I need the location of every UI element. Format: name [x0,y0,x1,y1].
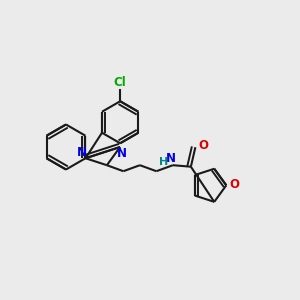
Text: N: N [166,152,176,165]
Text: N: N [77,146,87,159]
Text: N: N [117,147,127,160]
Text: O: O [199,139,209,152]
Text: Cl: Cl [114,76,127,88]
Text: H: H [159,157,169,167]
Text: O: O [230,178,240,191]
